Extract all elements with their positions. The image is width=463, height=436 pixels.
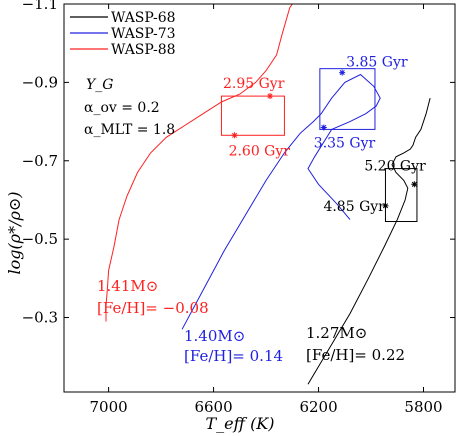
track-wasp-68 <box>307 97 431 385</box>
x-tick-label: 5800 <box>404 398 442 416</box>
alpha-mlt-label: α_MLT = 1.8 <box>84 122 175 138</box>
y-tick-label: −0.3 <box>22 309 58 327</box>
age-marker-385 <box>339 69 346 76</box>
legend-label-wasp-68: WASP-68 <box>111 10 176 26</box>
age-label-335: 3.35 Gyr <box>314 135 376 151</box>
age-label-295: 2.95 Gyr <box>223 76 285 92</box>
axis-titles: T_eff (K) log(ρ*/ρ⊙) <box>5 191 275 433</box>
age-marker-260 <box>231 132 238 139</box>
feh-label-wasp-88: [Fe/H]= −0.08 <box>97 299 209 317</box>
age-marker-485 <box>382 202 389 209</box>
x-axis-label: T_eff (K) <box>206 414 275 433</box>
plot-area <box>105 4 431 385</box>
age-label-485: 4.85 Gyr <box>323 199 385 215</box>
track-wasp-88 <box>105 4 293 322</box>
obs-box-wasp-88 <box>220 95 285 136</box>
mass-label-wasp-88: 1.41M⊙ <box>97 277 158 295</box>
track-wasp-73 <box>181 73 381 330</box>
x-tick-label: 6600 <box>194 398 232 416</box>
plot-frame <box>63 3 456 393</box>
age-marker-335 <box>320 124 327 131</box>
obs-box-wasp-73 <box>319 68 376 130</box>
age-label-260: 2.60 Gyr <box>229 143 291 159</box>
y-tick-label: −0.9 <box>22 73 58 91</box>
y-tick-label: −0.7 <box>22 152 58 170</box>
y-tick-label: −0.5 <box>22 230 58 248</box>
track-labels: 1.41M⊙ [Fe/H]= −0.08 1.40M⊙ [Fe/H]= 0.14… <box>97 277 405 365</box>
y-tick-label: −1.1 <box>22 0 58 13</box>
y-axis-label: log(ρ*/ρ⊙) <box>5 191 24 274</box>
mass-label-wasp-73: 1.40M⊙ <box>184 327 245 345</box>
x-tick-label: 6200 <box>299 398 337 416</box>
obs-box-wasp-68 <box>384 168 418 223</box>
legend-label-wasp-73: WASP-73 <box>111 26 176 42</box>
age-marker-295 <box>266 93 273 100</box>
feh-label-wasp-73: [Fe/H]= 0.14 <box>184 347 283 365</box>
feh-label-wasp-68: [Fe/H]= 0.22 <box>306 346 405 364</box>
alpha-ov-label: α_ov = 0.2 <box>84 100 160 116</box>
legend-label-wasp-88: WASP-88 <box>111 42 176 58</box>
model-label: Y_G <box>86 77 113 93</box>
age-label-385: 3.85 Gyr <box>346 55 408 71</box>
age-label-520: 5.20 Gyr <box>364 158 426 174</box>
model-annotations: Y_G α_ov = 0.2 α_MLT = 1.8 <box>84 77 175 138</box>
legend: WASP-68 WASP-73 WASP-88 <box>70 10 176 58</box>
age-marker-520 <box>411 181 418 188</box>
x-tick-label: 7000 <box>90 398 128 416</box>
mass-label-wasp-68: 1.27M⊙ <box>306 324 367 342</box>
